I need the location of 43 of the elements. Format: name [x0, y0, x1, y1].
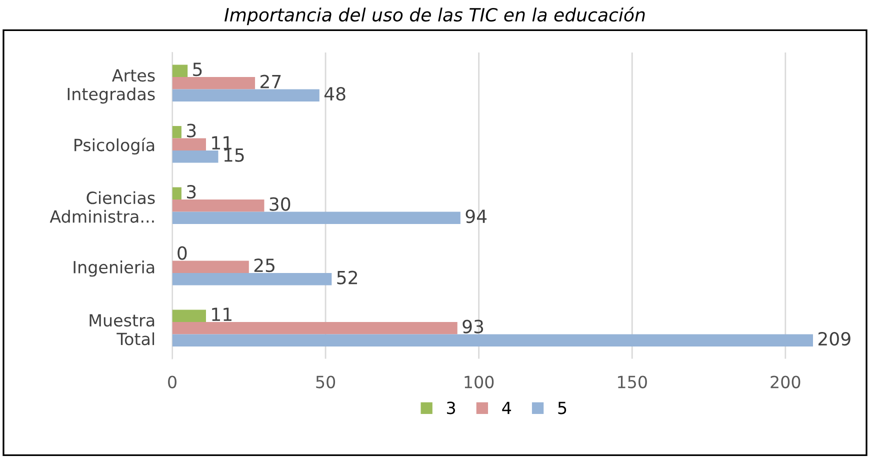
y-tick-label: Ciencias Administra... [50, 191, 155, 223]
data-label: 52 [337, 270, 358, 284]
y-tick-label: Psicología [74, 138, 154, 155]
bar [172, 77, 256, 90]
bar [172, 212, 460, 224]
data-label: 11 [212, 308, 232, 321]
data-label: 3 [187, 184, 196, 199]
y-tick-label: Muestra Total [90, 314, 154, 346]
data-label: 27 [260, 74, 281, 88]
data-label: 30 [270, 197, 290, 211]
data-label: 94 [466, 209, 487, 224]
x-tick-label: 50 [316, 376, 336, 388]
bar [172, 138, 206, 151]
y-tick-label: Artes Integradas [68, 69, 155, 104]
x-tick-label: 200 [770, 376, 800, 388]
x-tick-label: 100 [464, 376, 494, 388]
bar [172, 273, 332, 286]
bar [172, 150, 218, 163]
bar [172, 322, 458, 334]
data-label: 5 [193, 62, 202, 76]
legend-label: 4 [502, 402, 512, 414]
chart-title: Importancia del uso de las TIC en la educación [224, 6, 645, 26]
bar [172, 334, 813, 346]
bar [172, 89, 320, 102]
bar [172, 126, 182, 138]
data-label: 11 [212, 136, 232, 150]
data-label: 48 [324, 87, 346, 101]
data-label: 209 [818, 332, 850, 346]
bar [172, 200, 264, 212]
bar [172, 64, 188, 78]
data-label: 25 [254, 258, 274, 272]
x-tick-label: 150 [618, 376, 647, 388]
legend-label: 5 [558, 402, 566, 414]
bar [172, 310, 206, 322]
bar [172, 260, 249, 274]
x-tick-label: 0 [168, 376, 176, 388]
data-label: 3 [187, 124, 196, 138]
y-tick-label: Ingenieria [74, 260, 154, 277]
data-label: 93 [462, 320, 484, 334]
bar [172, 187, 182, 200]
legend-label: 3 [447, 402, 456, 414]
data-label: 15 [224, 148, 244, 162]
data-label: 0 [178, 246, 187, 260]
